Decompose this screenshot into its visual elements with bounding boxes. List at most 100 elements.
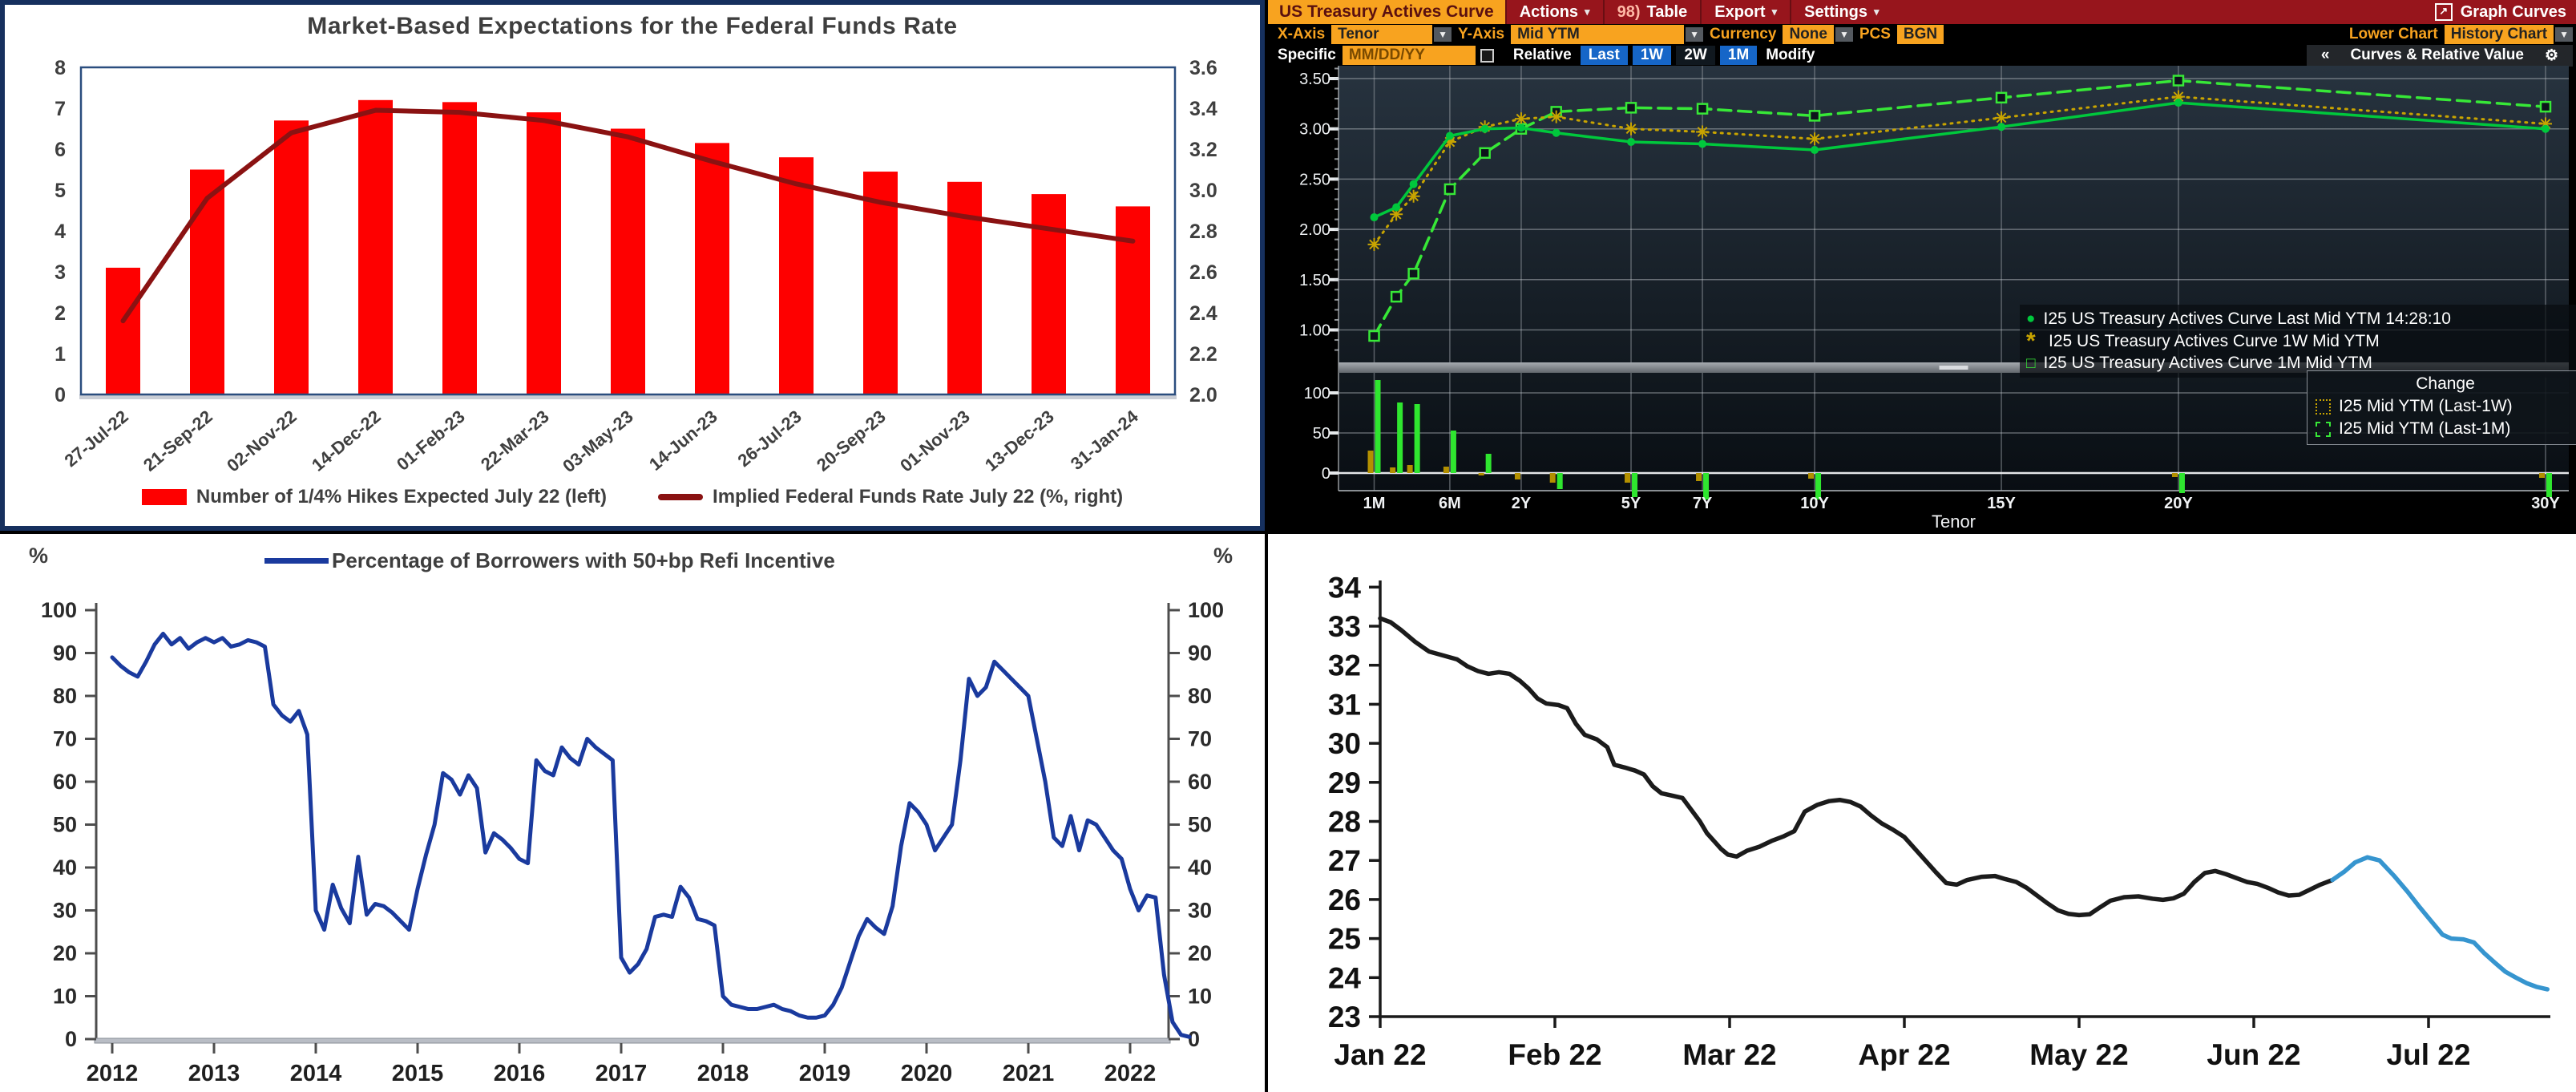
svg-text:2021: 2021 bbox=[1003, 1061, 1055, 1086]
svg-text:33: 33 bbox=[1328, 610, 1361, 643]
legend-item-last[interactable]: ● I25 US Treasury Actives Curve Last Mid… bbox=[2026, 309, 2451, 328]
svg-text:0: 0 bbox=[55, 384, 66, 406]
currency-select[interactable]: None bbox=[1783, 25, 1834, 44]
export-menu[interactable]: Export ▾ bbox=[1700, 0, 1790, 24]
date-settings-row: Specific MM/DD/YY Relative Last 1W 2W 1M… bbox=[1268, 44, 2576, 67]
svg-text:20Y: 20Y bbox=[2164, 495, 2193, 512]
x-axis-select[interactable]: Tenor bbox=[1331, 25, 1433, 44]
svg-text:2.4: 2.4 bbox=[1189, 302, 1217, 325]
svg-text:26: 26 bbox=[1328, 884, 1361, 916]
svg-text:3.4: 3.4 bbox=[1189, 98, 1217, 120]
svg-text:5Y: 5Y bbox=[1621, 495, 1641, 512]
svg-text:2.2: 2.2 bbox=[1189, 343, 1217, 366]
svg-text:24: 24 bbox=[1328, 961, 1362, 994]
gear-icon[interactable]: ⚙ bbox=[2544, 47, 2558, 64]
legend-item-last-1m[interactable]: I25 Mid YTM (Last-1M) bbox=[2316, 418, 2575, 440]
svg-text:2022: 2022 bbox=[1104, 1061, 1157, 1086]
svg-text:2017: 2017 bbox=[596, 1061, 648, 1086]
legend-item-last-1w[interactable]: I25 Mid YTM (Last-1W) bbox=[2316, 395, 2575, 418]
last-button[interactable]: Last bbox=[1580, 46, 1628, 65]
svg-text:27: 27 bbox=[1328, 844, 1361, 877]
dropdown-arrow-icon[interactable]: ▼ bbox=[1686, 27, 1704, 42]
svg-text:14-Jun-23: 14-Jun-23 bbox=[645, 406, 721, 475]
fed-funds-chart-panel: Market-Based Expectations for the Federa… bbox=[0, 0, 1265, 531]
refi-chart-legend: Percentage of Borrowers with 50+bp Refi … bbox=[264, 548, 835, 573]
svg-text:Mar 22: Mar 22 bbox=[1682, 1038, 1776, 1071]
svg-text:90: 90 bbox=[53, 641, 77, 665]
legend-label: Percentage of Borrowers with 50+bp Refi … bbox=[332, 548, 835, 572]
legend-item-1w[interactable]: * I25 US Treasury Actives Curve 1W Mid Y… bbox=[2026, 327, 2380, 354]
calendar-icon[interactable] bbox=[1480, 48, 1494, 63]
svg-text:Tenor: Tenor bbox=[1932, 512, 1976, 531]
relative-label: Relative bbox=[1512, 47, 1572, 63]
svg-text:10: 10 bbox=[1188, 985, 1212, 1009]
svg-text:10Y: 10Y bbox=[1800, 495, 1829, 512]
svg-text:10: 10 bbox=[53, 985, 77, 1009]
launch-chart-icon: ↗ bbox=[2434, 3, 2453, 21]
graph-curves-button[interactable]: ↗ Graph Curves bbox=[2425, 0, 2576, 24]
dropdown-arrow-icon[interactable]: ▼ bbox=[2555, 27, 2573, 42]
panel-header: « Curves & Relative Value ⚙ bbox=[2306, 44, 2573, 67]
blue-line-swatch-icon bbox=[264, 558, 329, 564]
change-legend-title: Change bbox=[2416, 374, 2475, 393]
svg-text:28: 28 bbox=[1328, 806, 1361, 839]
y-axis-label: Y-Axis bbox=[1458, 26, 1505, 42]
svg-text:3.2: 3.2 bbox=[1189, 139, 1217, 161]
x-axis-label: X-Axis bbox=[1278, 26, 1326, 42]
red-bar-swatch-icon bbox=[141, 489, 187, 505]
settings-menu[interactable]: Settings ▾ bbox=[1790, 0, 1892, 24]
svg-text:7Y: 7Y bbox=[1693, 495, 1713, 512]
lower-chart-select[interactable]: History Chart bbox=[2444, 25, 2554, 44]
svg-text:100: 100 bbox=[41, 598, 77, 622]
pcs-select[interactable]: BGN bbox=[1896, 25, 1944, 44]
date-input[interactable]: MM/DD/YY bbox=[1342, 46, 1476, 65]
svg-text:2012: 2012 bbox=[87, 1061, 139, 1086]
dropdown-arrow-icon[interactable]: ▼ bbox=[1434, 27, 1452, 42]
svg-text:Jun 22: Jun 22 bbox=[2207, 1038, 2300, 1071]
svg-text:May 22: May 22 bbox=[2029, 1038, 2128, 1071]
svg-text:26-Jul-23: 26-Jul-23 bbox=[734, 406, 806, 471]
legend-item-hikes: Number of 1/4% Hikes Expected July 22 (l… bbox=[141, 486, 607, 508]
treasury-curve-chart: 3.50 3.00 2.50 2.00 1.50 1.00 100 50 0 1M 6M 2Y 5Y 7Y… bbox=[1299, 66, 2569, 531]
svg-text:2.00: 2.00 bbox=[1299, 221, 1330, 239]
svg-text:Jan 22: Jan 22 bbox=[1334, 1038, 1426, 1071]
right-axis-unit: % bbox=[1213, 544, 1233, 568]
svg-text:40: 40 bbox=[53, 855, 77, 880]
table-menu[interactable]: 98) Table bbox=[1602, 0, 1701, 24]
dropdown-arrow-icon[interactable]: ▼ bbox=[1835, 27, 1853, 42]
svg-text:Feb 22: Feb 22 bbox=[1508, 1038, 1601, 1071]
svg-text:2018: 2018 bbox=[697, 1061, 749, 1086]
svg-text:90: 90 bbox=[1188, 641, 1212, 665]
svg-text:14-Dec-22: 14-Dec-22 bbox=[308, 406, 385, 475]
y-axis-select[interactable]: Mid YTM bbox=[1511, 25, 1685, 44]
chevron-down-icon: ▾ bbox=[1585, 6, 1590, 18]
dotted-square-icon bbox=[2316, 398, 2331, 415]
svg-text:01-Feb-23: 01-Feb-23 bbox=[393, 406, 469, 475]
svg-text:30Y: 30Y bbox=[2531, 495, 2560, 512]
fed-chart-legend: Number of 1/4% Hikes Expected July 22 (l… bbox=[5, 486, 1260, 508]
svg-text:30: 30 bbox=[1328, 727, 1361, 760]
svg-text:2019: 2019 bbox=[799, 1061, 851, 1086]
1m-button[interactable]: 1M bbox=[1719, 46, 1758, 65]
svg-text:2.6: 2.6 bbox=[1189, 261, 1217, 284]
svg-text:1: 1 bbox=[55, 343, 66, 366]
svg-text:03-May-23: 03-May-23 bbox=[559, 406, 637, 477]
collapse-chevrons-icon[interactable]: « bbox=[2320, 47, 2330, 63]
svg-text:2016: 2016 bbox=[494, 1061, 546, 1086]
legend-item-1m[interactable]: □ I25 US Treasury Actives Curve 1M Mid Y… bbox=[2026, 354, 2372, 373]
modify-button[interactable]: Modify bbox=[1766, 47, 1815, 63]
svg-text:60: 60 bbox=[1188, 770, 1212, 794]
svg-text:1M: 1M bbox=[1363, 495, 1386, 512]
svg-text:31-Jan-24: 31-Jan-24 bbox=[1067, 406, 1142, 474]
fed-funds-chart: 0 1 2 3 4 5 6 7 8 2.0 2.2 2.4 2.6 2.8 3.0 3.2 3.4 3.6 27-J… bbox=[55, 57, 1217, 477]
change-legend: Change I25 Mid YTM (Last-1W) I25 Mid YTM… bbox=[2307, 370, 2576, 445]
svg-text:13-Dec-23: 13-Dec-23 bbox=[981, 406, 1058, 475]
loan-chart-panel: 23 24 25 26 27 28 29 30 31 32 33 34 Jan 22 Feb 22 Mar … bbox=[1268, 534, 2576, 1092]
svg-text:70: 70 bbox=[53, 727, 77, 751]
1w-button[interactable]: 1W bbox=[1632, 46, 1672, 65]
2w-button[interactable]: 2W bbox=[1676, 46, 1715, 65]
actions-menu[interactable]: Actions ▾ bbox=[1504, 0, 1603, 24]
svg-text:6: 6 bbox=[55, 139, 66, 161]
svg-text:2015: 2015 bbox=[392, 1061, 444, 1086]
svg-text:70: 70 bbox=[1188, 727, 1212, 751]
